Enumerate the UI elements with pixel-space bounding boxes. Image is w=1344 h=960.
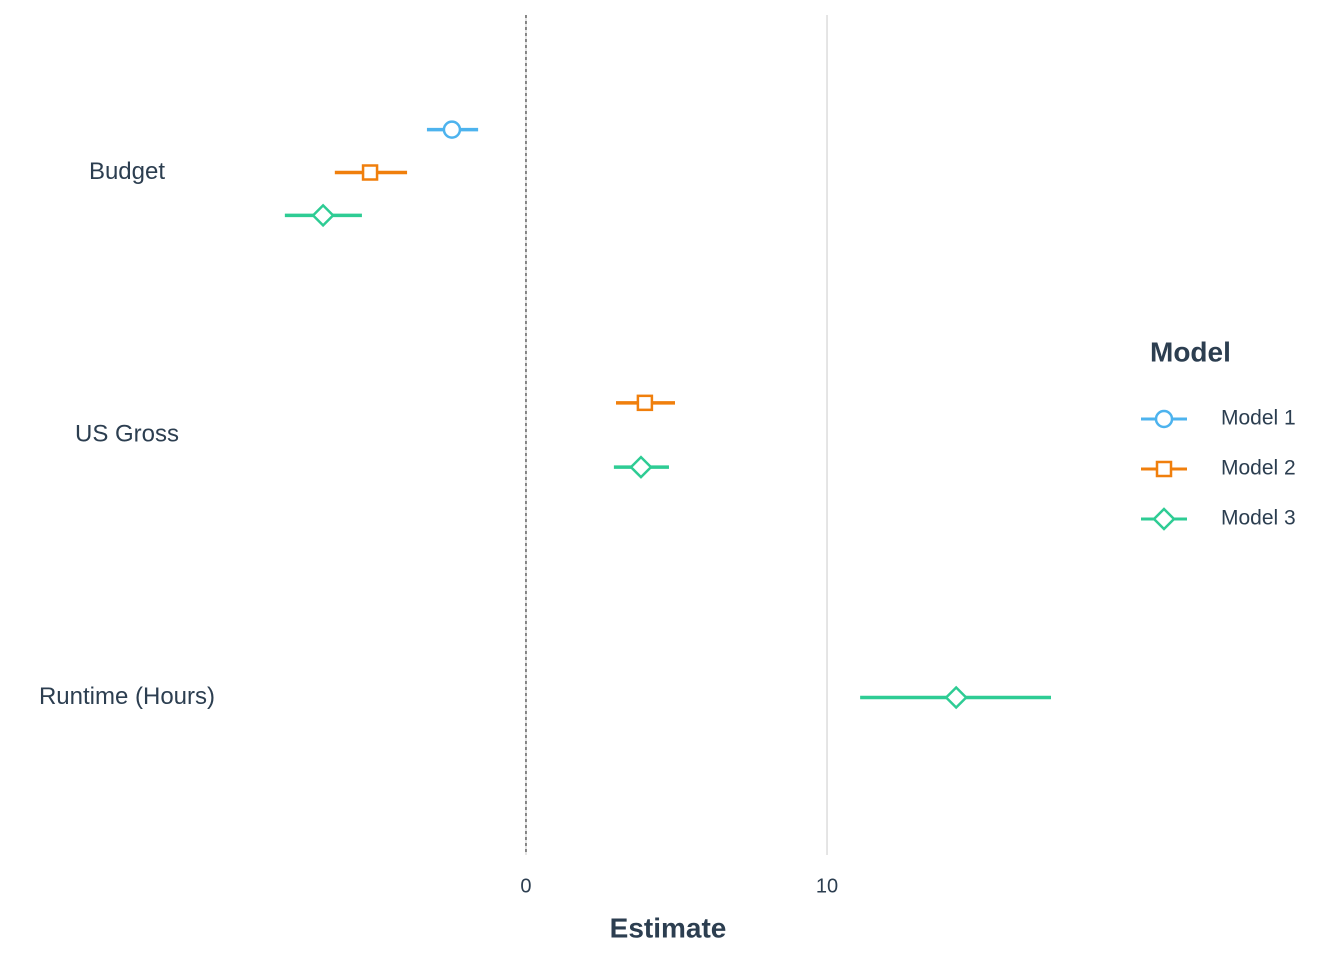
legend-marker [1155,460,1173,478]
legend-marker [1152,507,1176,531]
x-axis-title: Estimate [610,912,727,943]
x-tick-label: 10 [816,875,838,897]
category-label: Runtime (Hours) [39,683,215,710]
estimate-point [311,203,335,228]
legend-marker [1154,409,1174,429]
legend-label: Model 2 [1221,457,1296,480]
x-tick-label: 0 [520,875,531,897]
legend-label: Model 3 [1221,507,1296,530]
legend-title: Model [1150,336,1231,367]
category-label: Budget [89,158,165,185]
estimate-point [944,685,968,710]
estimate-point [636,394,654,412]
estimate-point [361,164,379,181]
legend-label: Model 1 [1221,407,1296,430]
category-label: US Gross [75,420,179,447]
estimate-point [629,455,653,479]
estimate-point [442,120,462,139]
